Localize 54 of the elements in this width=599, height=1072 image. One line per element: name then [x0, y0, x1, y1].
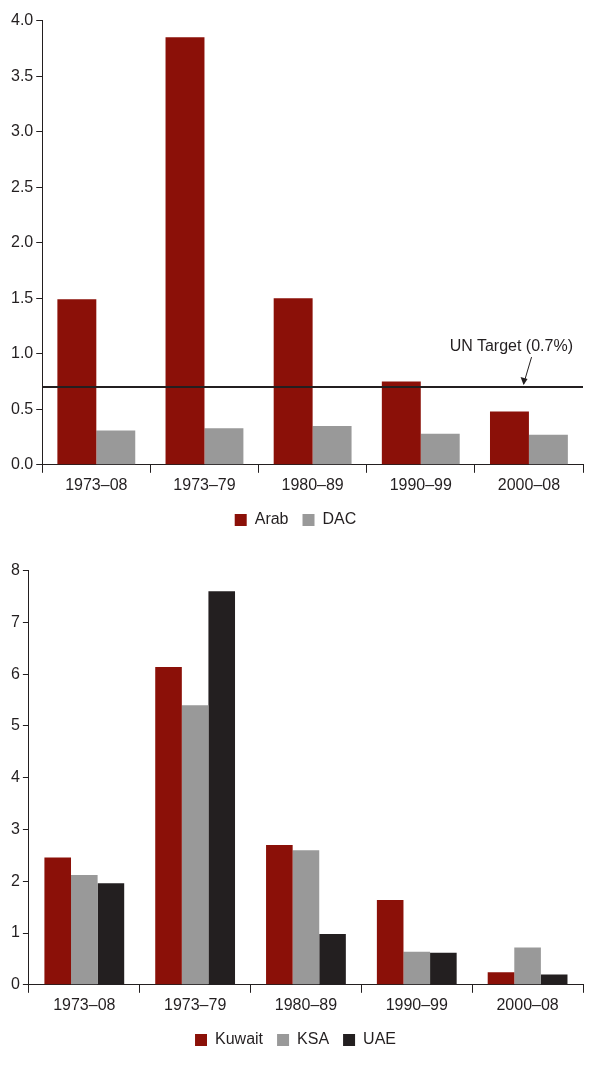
- y-tick-label: 4: [10, 768, 20, 786]
- bar: [44, 857, 72, 985]
- x-tick-label: 1980–89: [281, 475, 344, 493]
- x-tick-label: 1990–99: [385, 995, 449, 1013]
- bar: [381, 381, 421, 465]
- y-tick-label: 4.0: [10, 11, 34, 29]
- y-tick-label: 7: [10, 612, 20, 630]
- bar: [514, 947, 541, 985]
- bar: [96, 430, 136, 465]
- legend-label: Arab: [254, 510, 289, 528]
- y-tick-label: 8: [10, 561, 20, 579]
- bar: [71, 875, 98, 985]
- y-tick-label: 3.5: [10, 66, 34, 84]
- bar: [292, 850, 320, 985]
- y-tick-label: 3: [10, 819, 20, 837]
- x-tick-label: 1973–79: [173, 475, 236, 493]
- x-tick-label: 1990–99: [389, 475, 453, 493]
- y-tick-label: 1.5: [10, 288, 34, 306]
- x-tick-label: 1973–79: [163, 995, 227, 1013]
- bar: [57, 299, 97, 465]
- x-tick-label: 1973–08: [65, 475, 128, 493]
- bar: [403, 951, 431, 985]
- x-tick-label: 2000–08: [496, 995, 559, 1013]
- y-tick-label: 0.0: [10, 455, 34, 473]
- y-tick-label: 2.0: [10, 233, 34, 251]
- bar: [487, 972, 515, 985]
- legend-label: UAE: [363, 1030, 396, 1048]
- bar: [181, 705, 209, 985]
- bar: [528, 434, 568, 465]
- y-tick-label: 5: [10, 716, 20, 734]
- legend-label: KSA: [297, 1030, 330, 1048]
- legend-label: DAC: [322, 510, 357, 528]
- bar: [155, 666, 182, 985]
- ref-line-label: UN Target (0.7%): [449, 337, 573, 355]
- y-tick-label: 6: [10, 664, 20, 682]
- y-tick-label: 1: [10, 923, 20, 941]
- bar: [420, 433, 460, 465]
- bar: [165, 37, 205, 465]
- y-tick-label: 0: [10, 975, 20, 993]
- bar: [489, 411, 529, 465]
- legend-label: Kuwait: [215, 1030, 264, 1048]
- bar: [266, 845, 293, 985]
- x-tick-label: 2000–08: [497, 475, 561, 493]
- y-tick-label: 3.0: [10, 122, 34, 140]
- y-tick-label: 2.5: [10, 177, 34, 195]
- bar: [204, 428, 244, 465]
- y-tick-label: 1.0: [10, 344, 34, 362]
- y-tick-label: 0.5: [10, 399, 34, 417]
- y-tick-label: 2: [10, 871, 20, 889]
- bar: [273, 298, 313, 465]
- bar: [376, 899, 404, 985]
- bar: [312, 425, 352, 465]
- x-tick-label: 1980–89: [274, 995, 338, 1013]
- x-tick-label: 1973–08: [53, 995, 116, 1013]
